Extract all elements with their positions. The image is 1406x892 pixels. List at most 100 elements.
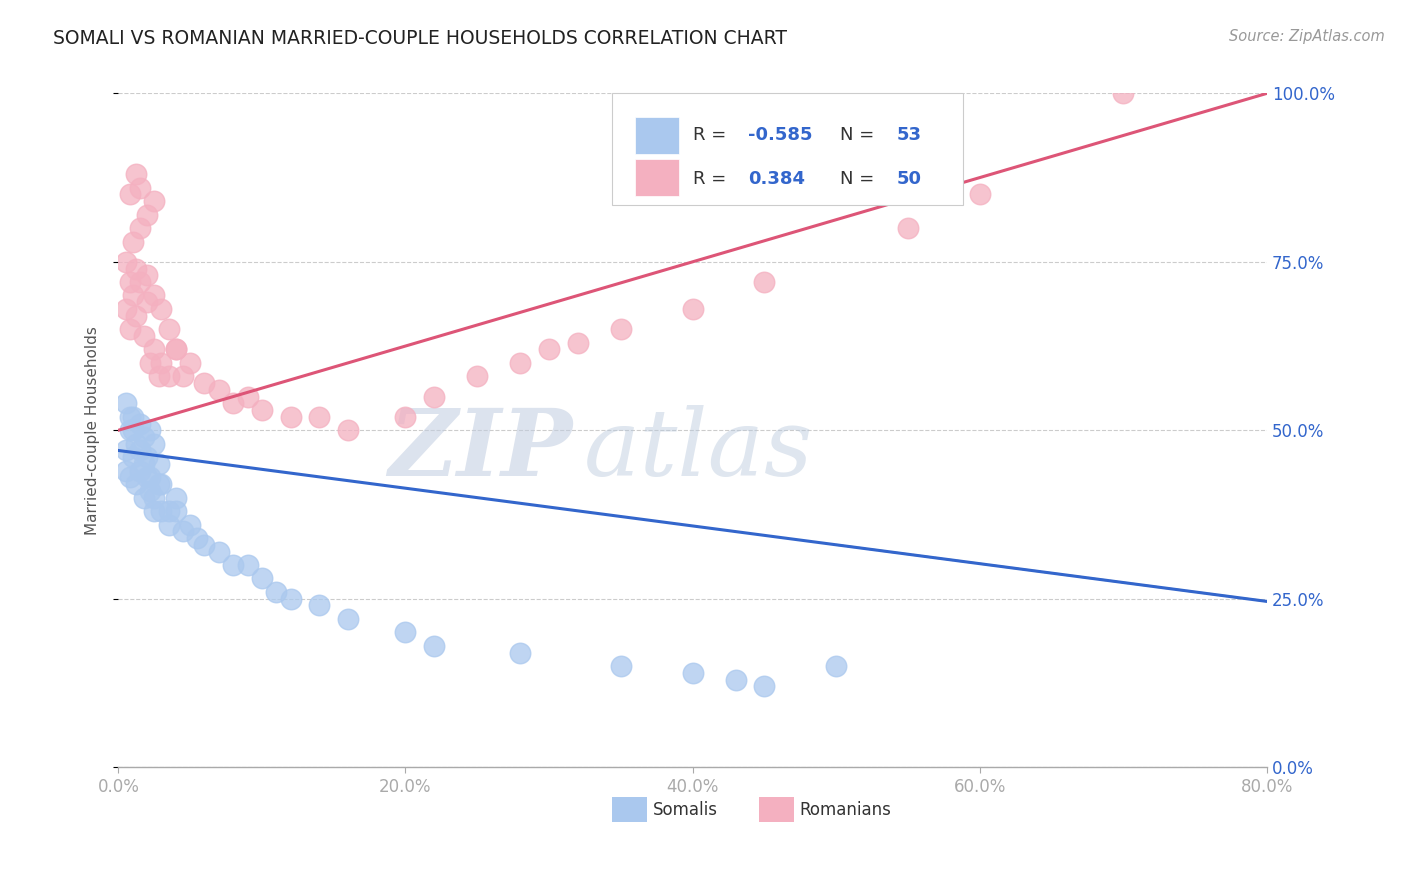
- Point: [139, 356, 162, 370]
- Bar: [612, 797, 647, 822]
- Point: [280, 409, 302, 424]
- Point: [134, 329, 156, 343]
- Point: [423, 390, 446, 404]
- Point: [128, 221, 150, 235]
- Point: [610, 659, 633, 673]
- Point: [250, 572, 273, 586]
- Point: [139, 483, 162, 498]
- Point: [538, 343, 561, 357]
- Point: [394, 409, 416, 424]
- Point: [186, 531, 208, 545]
- Bar: [759, 797, 794, 822]
- Point: [118, 275, 141, 289]
- Point: [193, 376, 215, 390]
- Point: [172, 369, 194, 384]
- Point: [136, 450, 159, 465]
- Point: [114, 464, 136, 478]
- Point: [118, 409, 141, 424]
- Point: [124, 167, 146, 181]
- Point: [136, 470, 159, 484]
- Point: [143, 343, 166, 357]
- Point: [124, 309, 146, 323]
- Point: [509, 356, 531, 370]
- Point: [165, 343, 187, 357]
- Point: [136, 268, 159, 283]
- Point: [118, 322, 141, 336]
- Point: [157, 322, 180, 336]
- Point: [394, 625, 416, 640]
- Point: [121, 409, 143, 424]
- Point: [754, 679, 776, 693]
- Point: [165, 343, 187, 357]
- Bar: [636, 117, 679, 154]
- Point: [465, 369, 488, 384]
- Point: [509, 646, 531, 660]
- Point: [118, 423, 141, 437]
- Point: [136, 295, 159, 310]
- Point: [121, 288, 143, 302]
- Point: [308, 599, 330, 613]
- Point: [610, 322, 633, 336]
- Point: [150, 477, 173, 491]
- Text: ZIP: ZIP: [388, 406, 572, 495]
- Point: [124, 261, 146, 276]
- Point: [682, 665, 704, 680]
- Point: [128, 443, 150, 458]
- Text: SOMALI VS ROMANIAN MARRIED-COUPLE HOUSEHOLDS CORRELATION CHART: SOMALI VS ROMANIAN MARRIED-COUPLE HOUSEH…: [53, 29, 787, 47]
- Text: N =: N =: [839, 126, 880, 145]
- Point: [128, 180, 150, 194]
- Point: [236, 390, 259, 404]
- Point: [136, 208, 159, 222]
- Text: Source: ZipAtlas.com: Source: ZipAtlas.com: [1229, 29, 1385, 44]
- Point: [148, 477, 170, 491]
- Point: [337, 423, 360, 437]
- Point: [208, 383, 231, 397]
- Text: R =: R =: [693, 170, 737, 188]
- Point: [157, 517, 180, 532]
- Point: [148, 457, 170, 471]
- Point: [134, 491, 156, 505]
- Point: [682, 301, 704, 316]
- Text: Somalis: Somalis: [652, 801, 717, 819]
- Point: [114, 443, 136, 458]
- Point: [179, 356, 201, 370]
- Text: atlas: atlas: [583, 406, 813, 495]
- Point: [128, 464, 150, 478]
- Text: Romanians: Romanians: [800, 801, 891, 819]
- Point: [337, 612, 360, 626]
- Point: [165, 504, 187, 518]
- Point: [308, 409, 330, 424]
- Point: [567, 335, 589, 350]
- Point: [118, 470, 141, 484]
- Text: -0.585: -0.585: [748, 126, 813, 145]
- Text: N =: N =: [839, 170, 880, 188]
- Point: [124, 436, 146, 450]
- Point: [266, 585, 288, 599]
- Point: [208, 544, 231, 558]
- Point: [280, 591, 302, 606]
- Text: R =: R =: [693, 126, 731, 145]
- Bar: [636, 160, 679, 196]
- Point: [114, 301, 136, 316]
- Text: 50: 50: [897, 170, 922, 188]
- Point: [143, 491, 166, 505]
- Point: [124, 477, 146, 491]
- Point: [134, 457, 156, 471]
- Point: [222, 558, 245, 572]
- Point: [157, 369, 180, 384]
- Point: [143, 504, 166, 518]
- Point: [143, 436, 166, 450]
- Text: 0.384: 0.384: [748, 170, 804, 188]
- Point: [179, 517, 201, 532]
- Point: [143, 194, 166, 209]
- Point: [143, 288, 166, 302]
- Point: [134, 430, 156, 444]
- Point: [150, 356, 173, 370]
- Point: [172, 524, 194, 539]
- Point: [897, 221, 920, 235]
- Point: [165, 491, 187, 505]
- Point: [121, 423, 143, 437]
- Point: [754, 275, 776, 289]
- Point: [148, 369, 170, 384]
- Point: [423, 639, 446, 653]
